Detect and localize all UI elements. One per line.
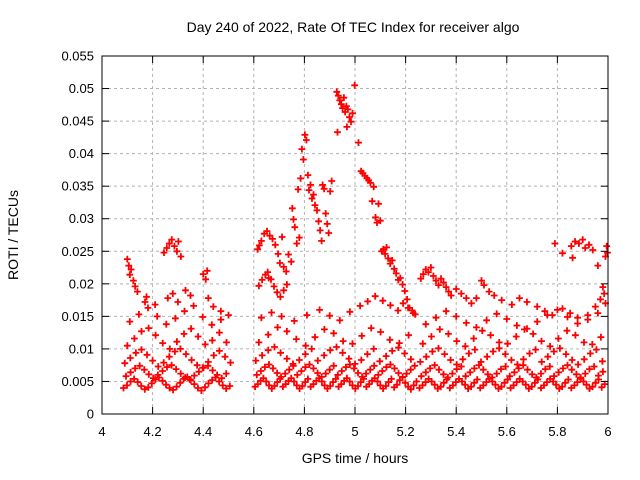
- x-tick-label: 4.2: [144, 424, 162, 439]
- y-tick-label: 0.01: [69, 341, 94, 356]
- y-tick-label: 0.03: [69, 211, 94, 226]
- x-tick-label: 5.8: [548, 424, 566, 439]
- y-tick-label: 0.015: [61, 309, 94, 324]
- plot-layers: 4 4.2 4.4 4.6 4.8 5 5.2 5.4 5.6 5.8 6 0 0.005 0.01 0.0…: [61, 49, 611, 440]
- x-tick-label: 4.8: [295, 424, 313, 439]
- scatter-points: [120, 81, 611, 394]
- x-tick-label: 5.4: [447, 424, 465, 439]
- y-tick-label: 0: [87, 407, 94, 422]
- y-tick-label: 0.055: [61, 49, 94, 64]
- x-tick-label: 4.6: [245, 424, 263, 439]
- y-tick-label: 0.05: [69, 81, 94, 96]
- y-tick-label: 0.025: [61, 244, 94, 259]
- plot-border: [101, 55, 609, 415]
- y-tick-label: 0.045: [61, 114, 94, 129]
- y-tick-label: 0.005: [61, 374, 94, 389]
- x-tick-label: 4.4: [194, 424, 212, 439]
- y-tick-label: 0.04: [69, 146, 94, 161]
- x-tick-label: 5.2: [397, 424, 415, 439]
- y-tick-label: 0.035: [61, 179, 94, 194]
- x-tick-label: 6: [604, 424, 611, 439]
- x-tick-label: 4: [98, 424, 105, 439]
- chart-title: Day 240 of 2022, Rate Of TEC Index for r…: [187, 19, 520, 35]
- x-tick-label: 5: [351, 424, 358, 439]
- x-axis-label: GPS time / hours: [302, 450, 409, 466]
- y-axis-label: ROTI / TECUs: [5, 190, 21, 280]
- y-tick-label: 0.02: [69, 276, 94, 291]
- x-tick-label: 5.6: [498, 424, 516, 439]
